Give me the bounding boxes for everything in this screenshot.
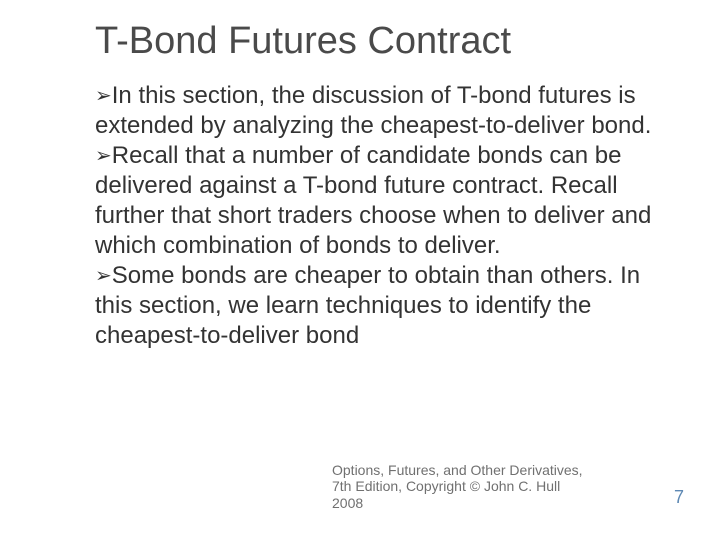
page-number: 7 — [674, 487, 684, 508]
bullet-icon: ➢ — [95, 265, 112, 287]
slide: T-Bond Futures Contract ➢In this section… — [0, 0, 720, 540]
bullet-item: ➢Recall that a number of candidate bonds… — [95, 141, 660, 261]
bullet-icon: ➢ — [95, 145, 112, 167]
slide-footer: Options, Futures, and Other Derivatives,… — [332, 462, 632, 512]
bullet-icon: ➢ — [95, 85, 112, 107]
bullet-text: Recall that a number of candidate bonds … — [95, 142, 651, 259]
footer-line: 2008 — [332, 495, 632, 512]
bullet-text: In this section, the discussion of T-bon… — [95, 82, 651, 139]
bullet-item: ➢In this section, the discussion of T-bo… — [95, 81, 660, 141]
bullet-text: Some bonds are cheaper to obtain than ot… — [95, 262, 640, 349]
slide-title: T-Bond Futures Contract — [95, 20, 660, 63]
footer-line: Options, Futures, and Other Derivatives, — [332, 462, 632, 479]
slide-body: ➢In this section, the discussion of T-bo… — [95, 81, 660, 351]
bullet-item: ➢Some bonds are cheaper to obtain than o… — [95, 261, 660, 351]
footer-line: 7th Edition, Copyright © John C. Hull — [332, 478, 632, 495]
